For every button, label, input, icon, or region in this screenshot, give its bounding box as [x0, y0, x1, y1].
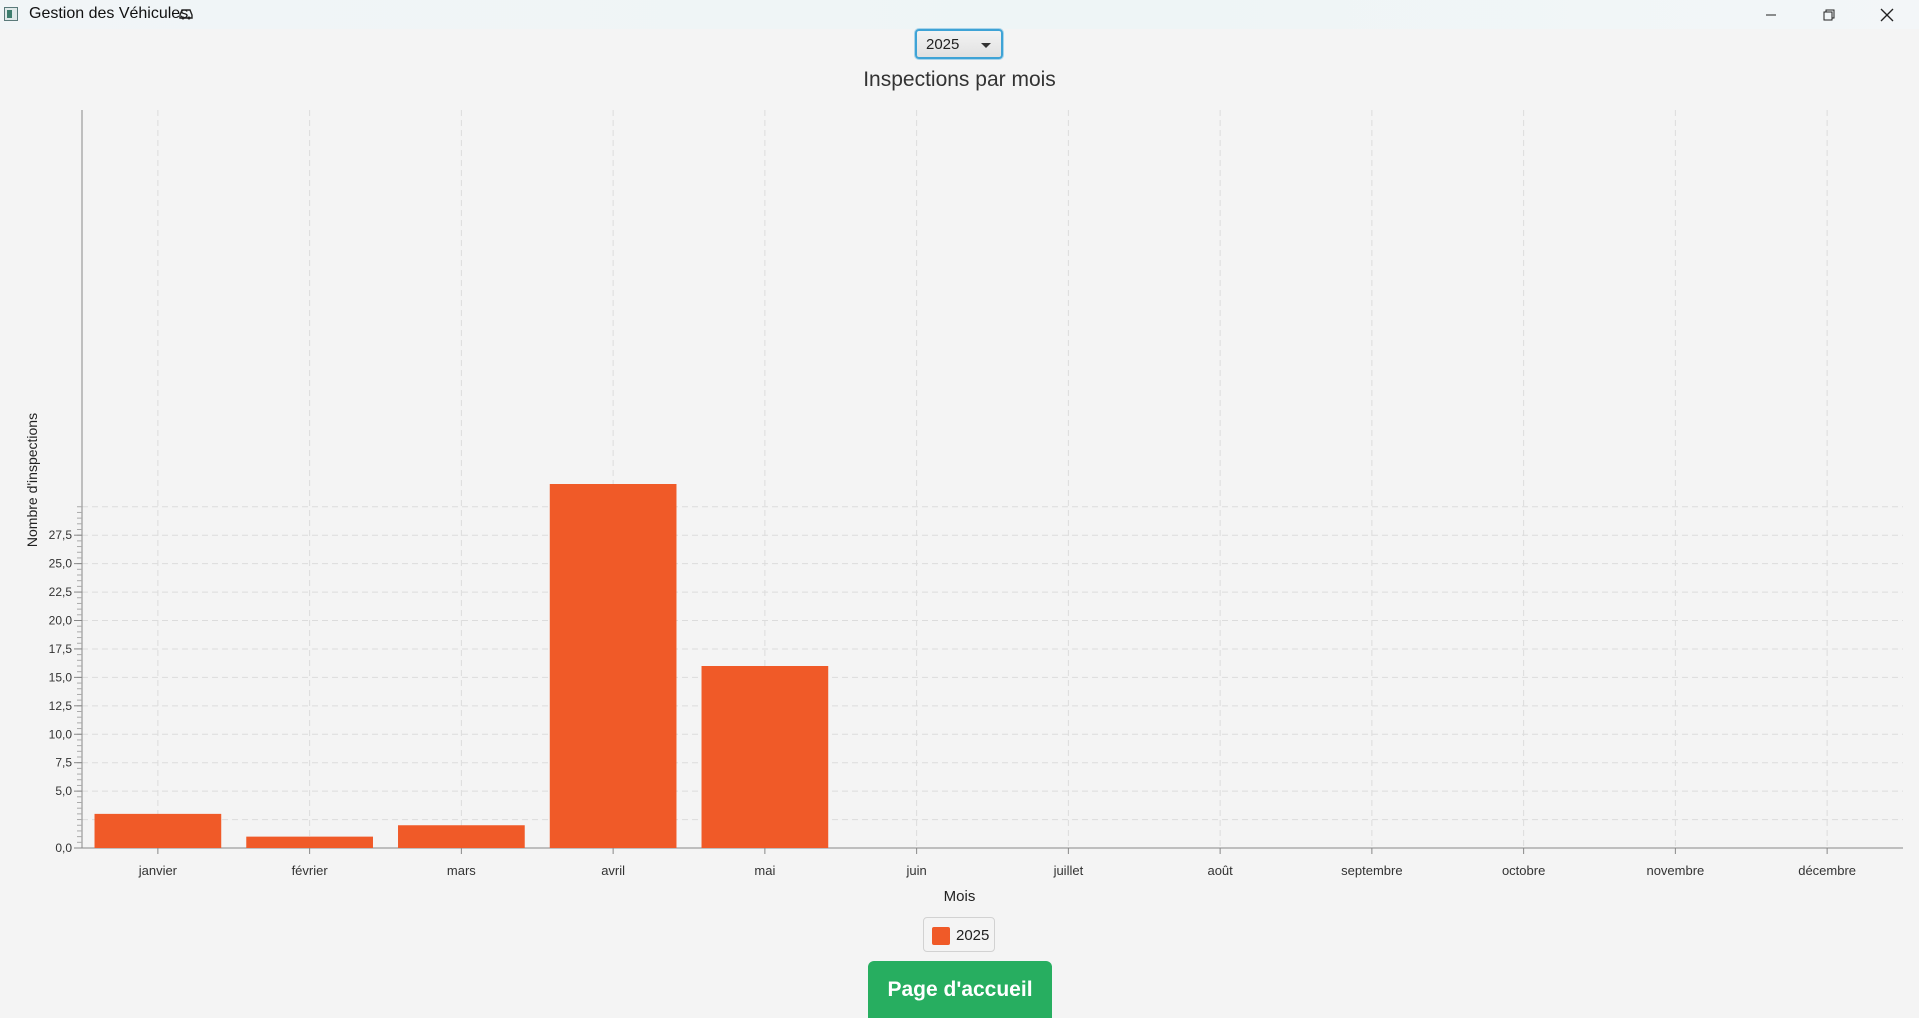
y-tick-label: 27,5: [49, 528, 73, 542]
x-tick-label: septembre: [1341, 863, 1402, 878]
y-tick-label: 7,5: [55, 756, 72, 770]
x-tick-label: mai: [754, 863, 775, 878]
year-select-value: 2025: [926, 36, 960, 53]
chart-legend: 2025: [923, 917, 995, 952]
x-tick-label: avril: [601, 863, 625, 878]
x-axis-label: Mois: [943, 888, 976, 905]
restore-button[interactable]: [1801, 0, 1857, 29]
y-axis-label: Nombre d'inspections: [24, 412, 40, 548]
title-bar: Gestion des Véhicules: [0, 0, 1919, 29]
close-button[interactable]: [1859, 0, 1915, 29]
y-tick-label: 5,0: [55, 784, 72, 798]
x-tick-label: octobre: [1502, 863, 1545, 878]
y-tick-label: 0,0: [55, 841, 72, 855]
restore-icon: [1823, 9, 1835, 20]
bar: [701, 666, 829, 848]
y-tick-label: 25,0: [49, 557, 73, 571]
x-tick-label: juillet: [1053, 863, 1084, 878]
minimize-button[interactable]: [1743, 0, 1799, 29]
bar: [398, 825, 525, 848]
chart-title: Inspections par mois: [863, 68, 1056, 91]
window-title: Gestion des Véhicules: [29, 5, 189, 22]
bar: [94, 813, 222, 848]
close-icon: [1880, 8, 1894, 21]
legend-label: 2025: [956, 927, 990, 944]
bar: [246, 836, 373, 848]
x-tick-label: juin: [906, 863, 927, 878]
y-tick-label: 22,5: [49, 585, 73, 599]
y-tick-label: 17,5: [49, 642, 73, 656]
bar: [549, 484, 677, 848]
x-tick-label: février: [292, 863, 329, 878]
car-icon: [179, 9, 193, 20]
y-tick-label: 20,0: [49, 614, 73, 628]
y-tick-label: 12,5: [49, 699, 73, 713]
minimize-icon: [1766, 14, 1776, 15]
y-tick-label: 10,0: [49, 727, 73, 741]
x-tick-label: décembre: [1798, 863, 1856, 878]
y-tick-label: 15,0: [49, 670, 73, 684]
chevron-down-icon: [981, 43, 991, 48]
x-tick-label: mars: [447, 863, 476, 878]
x-tick-label: janvier: [138, 863, 178, 878]
home-button[interactable]: Page d'accueil: [868, 961, 1052, 1018]
app-icon: [4, 7, 18, 21]
x-tick-label: novembre: [1646, 863, 1704, 878]
x-tick-label: août: [1207, 863, 1233, 878]
year-select[interactable]: 2025: [915, 29, 1003, 59]
legend-swatch: [932, 927, 950, 945]
